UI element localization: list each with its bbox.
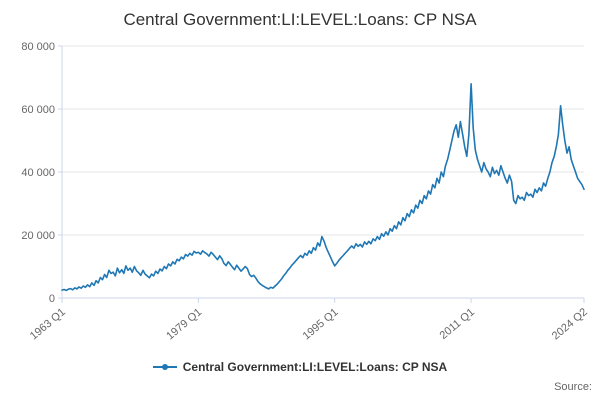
series-line [61, 83, 585, 292]
x-tick-label: 1995 Q1 [301, 306, 341, 342]
legend-line-marker [152, 364, 177, 370]
plot-area: 0 20 000 40 000 60 000 80 000 1963 Q1 1979 Q1 1… [21, 41, 590, 342]
source-label: Source: [554, 381, 592, 393]
y-tick-label: 40 000 [21, 167, 55, 179]
legend-label: Central Government:LI:LEVEL:Loans: CP NS… [182, 360, 448, 374]
x-tick-label: 2024 Q2 [550, 306, 590, 342]
y-tick-label: 60 000 [21, 104, 55, 116]
y-tick-label: 20 000 [21, 230, 55, 242]
x-tick-label: 2011 Q1 [438, 306, 477, 342]
x-tick-label: 1979 Q1 [164, 306, 204, 342]
legend-item[interactable]: Central Government:LI:LEVEL:Loans: CP NS… [0, 360, 600, 374]
x-tick-label: 1963 Q1 [28, 306, 68, 342]
y-tick-label: 80 000 [21, 41, 55, 53]
chart-title: Central Government:LI:LEVEL:Loans: CP NS… [123, 10, 477, 29]
y-tick-label: 0 [49, 293, 55, 305]
